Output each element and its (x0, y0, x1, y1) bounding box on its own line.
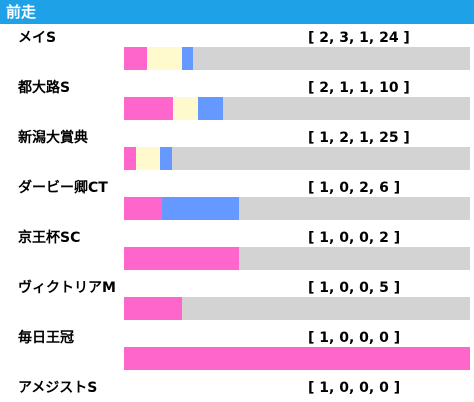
race-record: [ 1, 0, 0, 0 ] (308, 380, 401, 396)
race-record: [ 1, 0, 0, 2 ] (308, 230, 401, 246)
result-bar (124, 197, 470, 220)
race-record: [ 1, 0, 0, 0 ] (308, 330, 401, 346)
bar-segment-other (181, 297, 470, 320)
race-name: アメジストS (18, 380, 98, 396)
bar-segment-other (171, 147, 470, 170)
bar-segment-third (198, 97, 223, 120)
bar-segment-first (124, 47, 148, 70)
bar-segment-first (124, 247, 240, 270)
result-bar (124, 147, 470, 170)
race-record: [ 2, 1, 1, 10 ] (308, 80, 410, 96)
bar-segment-third (181, 47, 194, 70)
result-bar (124, 97, 470, 120)
race-record: [ 1, 2, 1, 25 ] (308, 130, 410, 146)
bar-segment-second (147, 47, 182, 70)
bar-segment-other (222, 97, 470, 120)
race-record: [ 1, 0, 0, 5 ] (308, 280, 401, 296)
result-bar (124, 247, 470, 270)
race-name: ダービー卿CT (18, 180, 108, 196)
race-name: 新潟大賞典 (18, 130, 88, 146)
bar-segment-third (159, 147, 172, 170)
bar-segment-first (124, 147, 136, 170)
race-record: [ 2, 3, 1, 24 ] (308, 30, 410, 46)
bar-segment-second (173, 97, 199, 120)
bar-segment-other (239, 247, 470, 270)
race-name: ヴィクトリアM (18, 280, 116, 296)
result-bar (124, 297, 470, 320)
bar-segment-other (239, 197, 470, 220)
bar-segment-first (124, 297, 182, 320)
bar-segment-first (124, 197, 163, 220)
result-bar (124, 47, 470, 70)
bar-segment-first (124, 347, 470, 370)
section-title: 前走 (6, 3, 37, 21)
race-record: [ 1, 0, 2, 6 ] (308, 180, 401, 196)
result-bar (124, 347, 470, 370)
bar-segment-other (193, 47, 470, 70)
race-name: 毎日王冠 (18, 330, 74, 346)
bar-segment-third (162, 197, 240, 220)
bar-segment-first (124, 97, 174, 120)
bar-segment-second (135, 147, 160, 170)
race-name: メイS (18, 30, 57, 46)
race-name: 都大路S (18, 80, 71, 96)
race-name: 京王杯SC (18, 230, 81, 246)
section-header: 前走 (0, 0, 474, 24)
